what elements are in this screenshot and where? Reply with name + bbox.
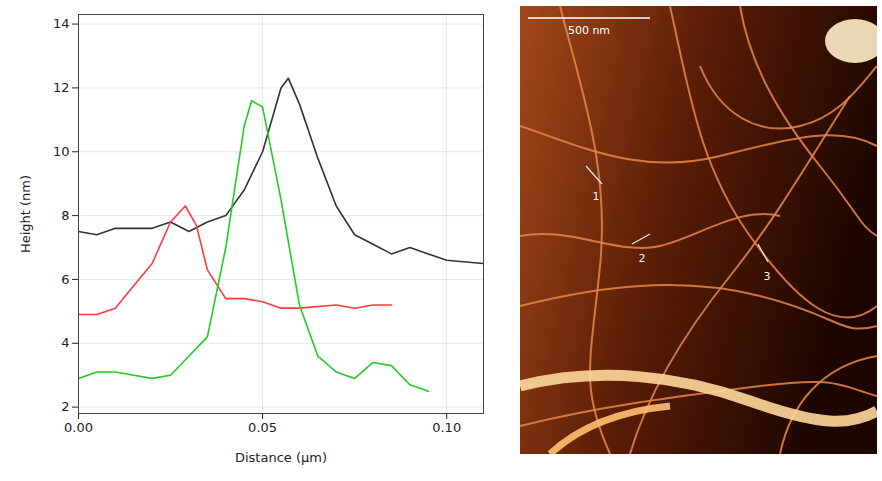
svg-text:2: 2 — [639, 252, 646, 265]
svg-text:0.10: 0.10 — [432, 420, 461, 435]
svg-text:6: 6 — [61, 272, 69, 287]
svg-text:Height (nm): Height (nm) — [18, 175, 33, 253]
svg-text:500 nm: 500 nm — [568, 24, 610, 37]
svg-text:10: 10 — [53, 144, 70, 159]
svg-text:3: 3 — [764, 270, 771, 283]
svg-text:0.00: 0.00 — [64, 420, 93, 435]
svg-text:2: 2 — [61, 399, 69, 414]
svg-text:1: 1 — [593, 190, 600, 203]
svg-text:8: 8 — [61, 208, 69, 223]
svg-text:Distance (µm): Distance (µm) — [235, 450, 327, 465]
svg-text:14: 14 — [53, 16, 70, 31]
svg-text:4: 4 — [61, 335, 69, 350]
svg-text:12: 12 — [53, 80, 70, 95]
svg-text:0.05: 0.05 — [248, 420, 277, 435]
